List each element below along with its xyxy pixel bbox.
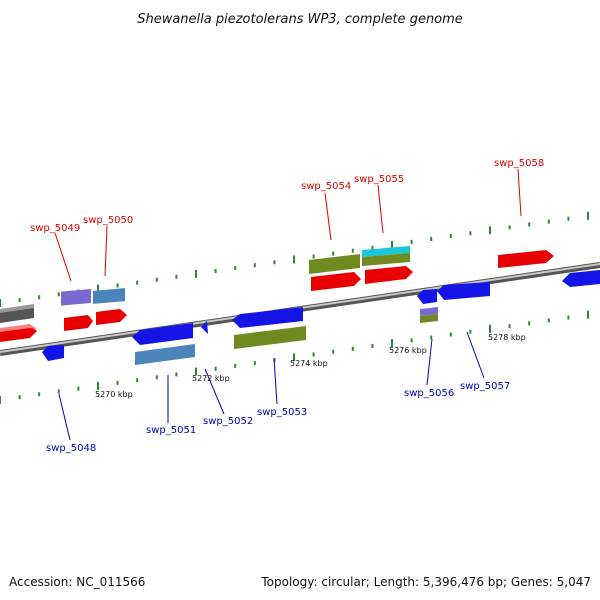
gene-labels: swp_5048 swp_5049 swp_5050 swp_5051 swp_…	[30, 158, 544, 454]
gene-feature-blue-5051[interactable]	[132, 323, 193, 345]
gene-features	[0, 246, 600, 365]
scale-labels: 5270 kbp 5272 kbp 5274 kbp 5276 kbp 5278…	[95, 333, 526, 399]
gene-feature-blue-5057[interactable]	[437, 282, 490, 300]
scale-label: 5276 kbp	[389, 346, 427, 355]
gene-feature-olive-5054[interactable]	[309, 254, 360, 274]
gene-feature-cyan-5055[interactable]	[362, 246, 410, 257]
outer-tick-track	[0, 211, 589, 307]
gene-label-swp-5051[interactable]: swp_5051	[146, 425, 196, 436]
inner-tick-track	[0, 310, 589, 404]
scale-label: 5274 kbp	[290, 359, 328, 368]
gene-label-swp-5056[interactable]: swp_5056	[404, 388, 454, 399]
gene-feature-olive-5053[interactable]	[234, 326, 306, 349]
gene-feature-red-5055[interactable]	[365, 266, 413, 284]
scale-label: 5272 kbp	[192, 374, 230, 383]
gene-label-swp-5054[interactable]: swp_5054	[301, 181, 351, 192]
gene-label-swp-5048[interactable]: swp_5048	[46, 443, 96, 454]
gene-feature-steelblue[interactable]	[93, 288, 125, 304]
gene-feature-red-5054[interactable]	[311, 272, 361, 291]
gene-feature-blue-5052[interactable]	[201, 321, 208, 334]
gene-feature-purple-5056[interactable]	[420, 307, 438, 316]
gene-label-swp-5050[interactable]: swp_5050	[83, 215, 133, 226]
gene-feature-blue-right[interactable]	[562, 270, 600, 287]
gene-label-swp-5049[interactable]: swp_5049	[30, 223, 80, 234]
gene-feature-red-5058[interactable]	[498, 250, 554, 268]
scale-label: 5278 kbp	[488, 333, 526, 342]
gene-label-swp-5055[interactable]: swp_5055	[354, 174, 404, 185]
gene-label-swp-5058[interactable]: swp_5058	[494, 158, 544, 169]
label-leaders	[54, 168, 522, 441]
gene-label-swp-5053[interactable]: swp_5053	[257, 407, 307, 418]
gene-feature-purple[interactable]	[61, 289, 91, 306]
gene-feature-blue-5048[interactable]	[42, 345, 64, 361]
gene-feature-red-5050[interactable]	[96, 309, 127, 325]
accession-text: Accession: NC_011566	[9, 575, 145, 589]
gene-feature-blue-5056[interactable]	[417, 289, 437, 304]
gene-feature-steelblue-5051[interactable]	[135, 344, 195, 365]
map-title: Shewanella piezotolerans WP3, complete g…	[137, 12, 463, 27]
gene-label-swp-5057[interactable]: swp_5057	[460, 381, 510, 392]
genome-summary-text: Topology: circular; Length: 5,396,476 bp…	[260, 575, 591, 589]
gene-label-swp-5052[interactable]: swp_5052	[203, 416, 253, 427]
gene-feature-blue-5053[interactable]	[232, 307, 303, 328]
gene-feature-red-5049[interactable]	[64, 315, 93, 331]
scale-label: 5270 kbp	[95, 390, 133, 399]
